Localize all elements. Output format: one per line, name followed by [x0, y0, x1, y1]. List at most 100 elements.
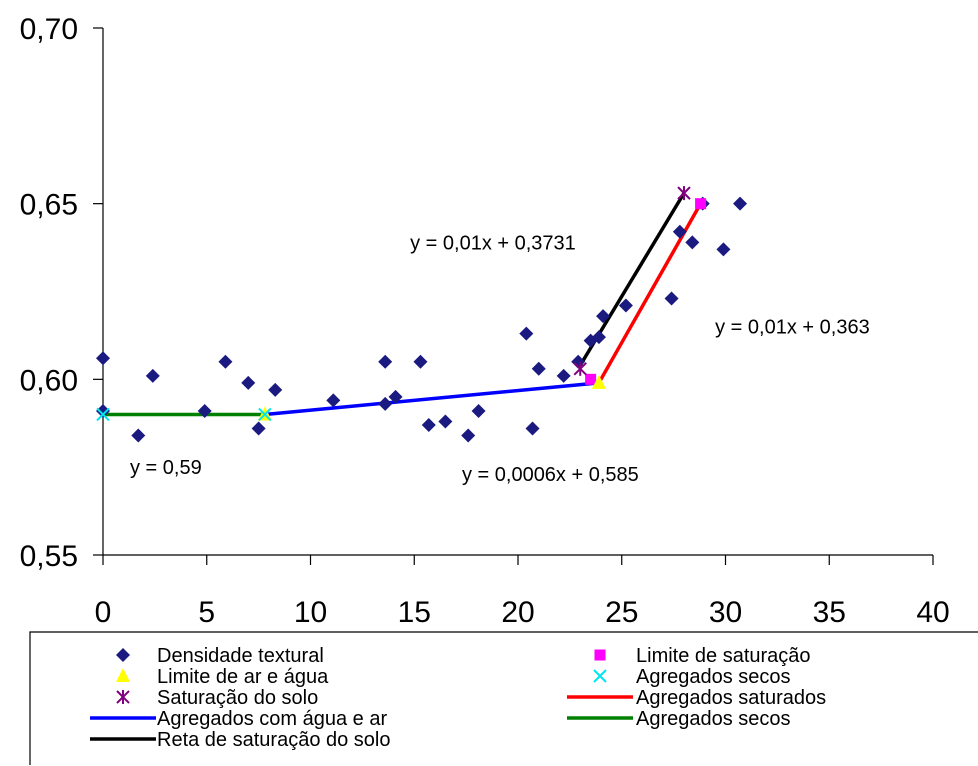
legend-label: Limite de ar e água: [157, 666, 329, 688]
legend-label: Densidade textural: [157, 645, 324, 667]
x-tick-label: 25: [605, 596, 638, 629]
data-point: [733, 196, 748, 211]
diamond-marker: [388, 389, 403, 404]
diamond-marker: [716, 242, 731, 257]
data-point: [672, 224, 687, 239]
data-point: [664, 291, 679, 306]
square-marker: [594, 649, 606, 661]
diamond-marker: [591, 330, 606, 345]
data-point: [378, 396, 393, 411]
diamond-marker: [461, 428, 476, 443]
data-point: [695, 198, 707, 210]
diamond-marker: [531, 361, 546, 376]
data-point: [378, 354, 393, 369]
data-point: [716, 242, 731, 257]
diamond-marker: [471, 403, 486, 418]
diamond-marker: [664, 291, 679, 306]
data-point: [197, 403, 212, 418]
legend-marker: [116, 648, 130, 662]
diamond-marker: [733, 196, 748, 211]
data-point: [388, 389, 403, 404]
series-line: [264, 381, 600, 417]
legend-label: Agregados secos: [636, 666, 791, 688]
data-point: [218, 354, 233, 369]
x-marker-stroke: [258, 407, 272, 422]
diamond-marker: [218, 354, 233, 369]
data-point: [96, 351, 110, 366]
diamond-marker: [251, 421, 266, 436]
data-point: [525, 421, 540, 436]
diamond-marker: [421, 418, 436, 433]
x-marker-stroke: [593, 669, 607, 683]
data-point: [96, 407, 110, 422]
diamond-marker: [116, 648, 130, 662]
plot-area: 0 5 10 15 20 25 30 35 40 0,55 0,60 0,65 0,70 y = 0,59…: [20, 13, 950, 629]
y-tick-label: 0,60: [20, 364, 78, 397]
diamond-marker: [571, 354, 586, 369]
diamond-marker: [685, 235, 700, 250]
data-point: [413, 354, 428, 369]
legend-label: Limite de saturação: [636, 645, 811, 667]
data-point: [268, 382, 283, 397]
x-tick-label: 30: [709, 596, 742, 629]
x-tick-label: 15: [398, 596, 431, 629]
equation-label: y = 0,01x + 0,3731: [410, 232, 576, 254]
data-point: [677, 186, 691, 201]
y-tick-label: 0,55: [20, 540, 78, 573]
diamond-marker: [268, 382, 283, 397]
data-point: [585, 373, 597, 385]
data-point: [573, 361, 587, 376]
legend-marker: [593, 669, 607, 683]
diamond-marker: [525, 421, 540, 436]
legend-label: Reta de saturação do solo: [157, 729, 391, 751]
data-point: [618, 298, 633, 313]
square-marker: [695, 198, 707, 210]
data-point: [591, 374, 606, 389]
diamond-marker: [378, 396, 393, 411]
legend-label: Saturação do solo: [157, 687, 318, 709]
equation-label: y = 0,59: [130, 457, 202, 479]
diamond-marker: [596, 309, 611, 324]
legend-label: Agregados com água e ar: [157, 708, 387, 730]
legend-border: [29, 631, 978, 765]
diamond-marker: [197, 403, 212, 418]
data-point: [461, 428, 476, 443]
diamond-marker: [241, 375, 256, 390]
x-tick-label: 5: [198, 596, 215, 629]
square-marker: [585, 373, 597, 385]
x-marker-stroke: [96, 407, 110, 422]
equation-label: y = 0,0006x + 0,585: [462, 464, 639, 486]
x-tick-label: 20: [501, 596, 534, 629]
data-point: [258, 407, 272, 422]
diamond-marker: [556, 368, 571, 383]
equation-label: y = 0,01x + 0,363: [715, 317, 870, 339]
x-tick-label: 10: [294, 596, 327, 629]
diamond-marker: [96, 351, 110, 366]
x-tick-label: 35: [813, 596, 846, 629]
x-tick-label: 0: [95, 596, 112, 629]
diamond-marker: [413, 354, 428, 369]
y-tick-label: 0,70: [20, 13, 78, 46]
data-point: [131, 428, 146, 443]
data-point: [571, 354, 586, 369]
legend: Densidade textural Limite de saturação Lim…: [29, 631, 978, 765]
legend-label: Agregados saturados: [636, 687, 826, 709]
diamond-marker: [378, 354, 393, 369]
data-point: [685, 235, 700, 250]
data-point: [241, 375, 256, 390]
legend-marker: [594, 649, 606, 661]
data-point: [471, 403, 486, 418]
data-point: [326, 393, 341, 408]
diamond-marker: [96, 403, 110, 418]
legend-label: Agregados secos: [636, 708, 791, 730]
triangle-marker: [591, 374, 606, 389]
data-point: [596, 309, 611, 324]
diamond-marker: [618, 298, 633, 313]
data-point: [556, 368, 571, 383]
legend-marker: [116, 668, 130, 682]
diamond-marker: [326, 393, 341, 408]
data-point: [591, 330, 606, 345]
diamond-marker: [438, 414, 453, 429]
x-tick-label: 40: [916, 596, 949, 629]
